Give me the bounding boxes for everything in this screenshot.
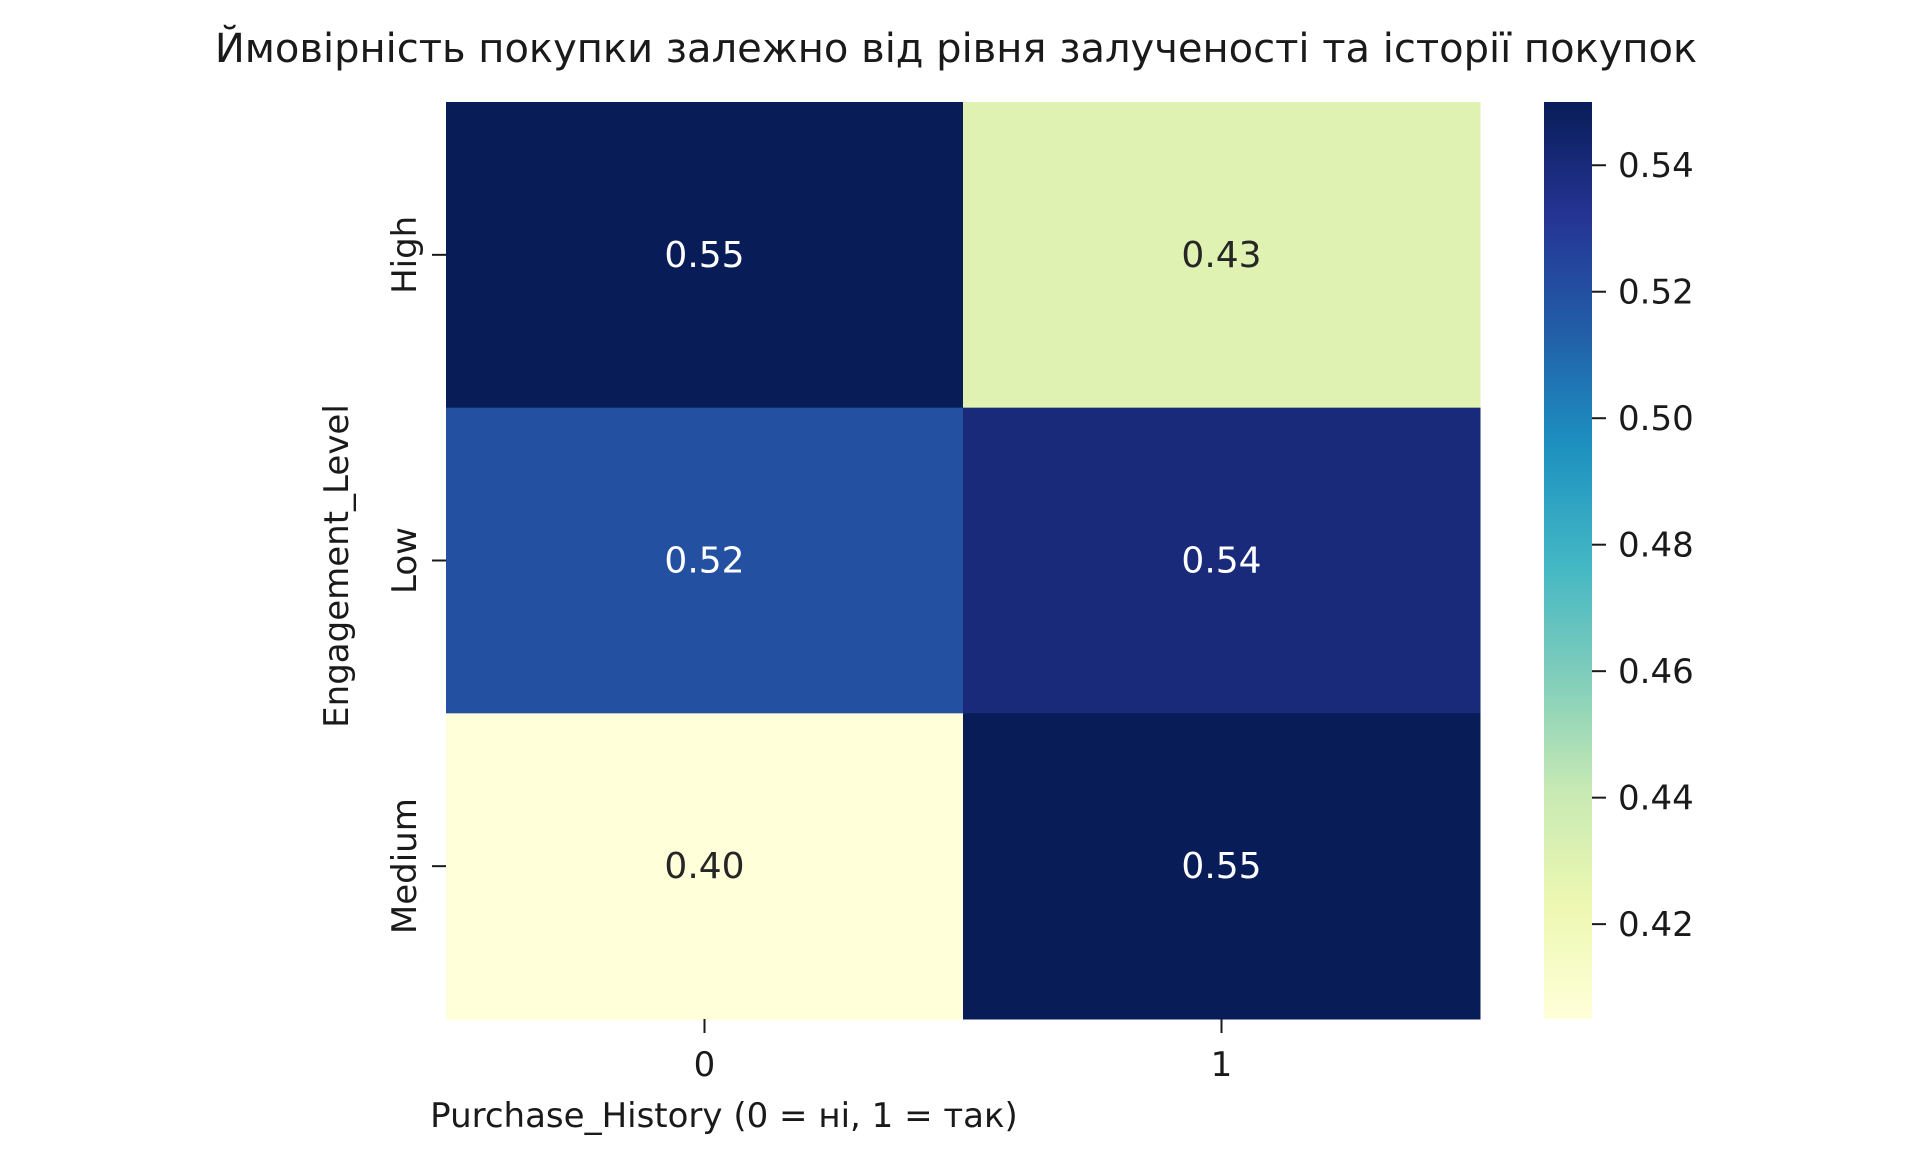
- cell-value-label: 0.55: [1181, 846, 1261, 887]
- heatmap-cell: [446, 713, 964, 1020]
- heatmap-cell: [446, 102, 964, 409]
- x-tick-label: 1: [1211, 1045, 1233, 1085]
- cell-value-label: 0.40: [664, 846, 744, 887]
- cell-value-label: 0.54: [1181, 541, 1261, 582]
- cell-value-label: 0.52: [664, 541, 744, 582]
- heatmap-cell-labels: 0.55 0.43 0.52 0.54 0.40 0.55: [664, 235, 1261, 887]
- y-axis-ticks: High Low Medium: [385, 216, 446, 934]
- y-tick-label: Medium: [385, 798, 425, 934]
- colorbar: [1544, 102, 1592, 1019]
- y-tick-label: Low: [385, 527, 425, 594]
- colorbar-tick-label: 0.44: [1618, 779, 1694, 819]
- colorbar-tick-label: 0.54: [1618, 146, 1694, 186]
- chart-title: Ймовірність покупки залежно від рівня за…: [215, 24, 1697, 72]
- cell-value-label: 0.55: [664, 235, 744, 276]
- x-axis-label: Purchase_History (0 = ні, 1 = так): [430, 1096, 1018, 1136]
- heatmap-cells: [446, 102, 1481, 1020]
- heatmap-cell: [963, 713, 1481, 1020]
- heatmap-cell: [963, 407, 1481, 714]
- colorbar-tick-label: 0.50: [1618, 399, 1694, 439]
- colorbar-tick-label: 0.48: [1618, 526, 1694, 566]
- colorbar-tick-label: 0.52: [1618, 273, 1694, 313]
- colorbar-tick-label: 0.42: [1618, 905, 1694, 945]
- colorbar-tick-label: 0.46: [1618, 652, 1694, 692]
- y-tick-label: High: [385, 216, 425, 294]
- heatmap-cell: [963, 102, 1481, 409]
- cell-value-label: 0.43: [1181, 235, 1261, 276]
- heatmap-cell: [446, 407, 964, 714]
- x-tick-label: 0: [694, 1045, 716, 1085]
- colorbar-ticks: 0.42 0.44 0.46 0.48 0.50 0.52 0.54: [1592, 146, 1694, 945]
- y-axis-label: Engagement_Level: [317, 404, 357, 728]
